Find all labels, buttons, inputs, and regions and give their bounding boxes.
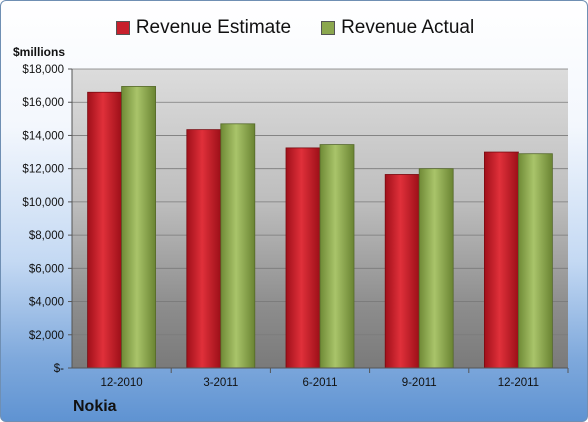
x-tick-label: 3-2011 xyxy=(203,377,238,389)
legend-item-revenue-estimate: Revenue Estimate xyxy=(115,17,292,39)
y-tick-label: $8,000 xyxy=(29,230,64,242)
bar-revenue-actual-12-2010 xyxy=(121,86,156,369)
x-tick-label: 12-2011 xyxy=(498,377,539,389)
axes: $- $2,000 $4,000 $6,000 $8,000 $10,000 $12,000… xyxy=(22,64,569,389)
x-tick-label: 12-2010 xyxy=(100,377,142,389)
y-tick-label: $6,000 xyxy=(29,263,64,275)
y-tick-label: $18,000 xyxy=(22,64,64,76)
x-tick-label: 9-2011 xyxy=(402,377,437,389)
legend-swatch-revenue-actual xyxy=(321,21,336,35)
bar-revenue-estimate-6-2011 xyxy=(285,147,321,369)
y-tick-label: $12,000 xyxy=(22,164,64,176)
bar-revenue-estimate-3-2011 xyxy=(186,129,222,369)
y-unit-label: $millions xyxy=(13,45,66,59)
y-tick-label: $14,000 xyxy=(22,130,64,142)
bar-revenue-actual-12-2011 xyxy=(518,153,553,369)
y-tick-label: $10,000 xyxy=(22,197,64,209)
legend: Revenue Estimate Revenue Actual xyxy=(1,17,587,39)
x-tick-label: 6-2011 xyxy=(303,377,338,389)
y-tick-label: $4,000 xyxy=(29,297,64,309)
legend-swatch-revenue-estimate xyxy=(115,21,130,35)
bar-revenue-actual-6-2011 xyxy=(319,144,355,369)
bar-revenue-estimate-9-2011 xyxy=(384,174,420,369)
legend-item-revenue-actual: Revenue Actual xyxy=(321,17,474,39)
company-label: Nokia xyxy=(73,398,117,415)
legend-label-revenue-estimate: Revenue Estimate xyxy=(135,17,292,38)
bar-revenue-estimate-12-2010 xyxy=(87,91,122,369)
y-tick-label: $2,000 xyxy=(29,330,64,342)
y-tick-label: $- xyxy=(54,363,64,375)
y-tick-label: $16,000 xyxy=(22,97,64,109)
bar-revenue-actual-9-2011 xyxy=(418,168,454,369)
bars xyxy=(87,86,553,369)
bar-revenue-actual-3-2011 xyxy=(220,123,256,369)
bar-revenue-estimate-12-2011 xyxy=(483,151,519,369)
legend-label-revenue-actual: Revenue Actual xyxy=(341,17,475,38)
